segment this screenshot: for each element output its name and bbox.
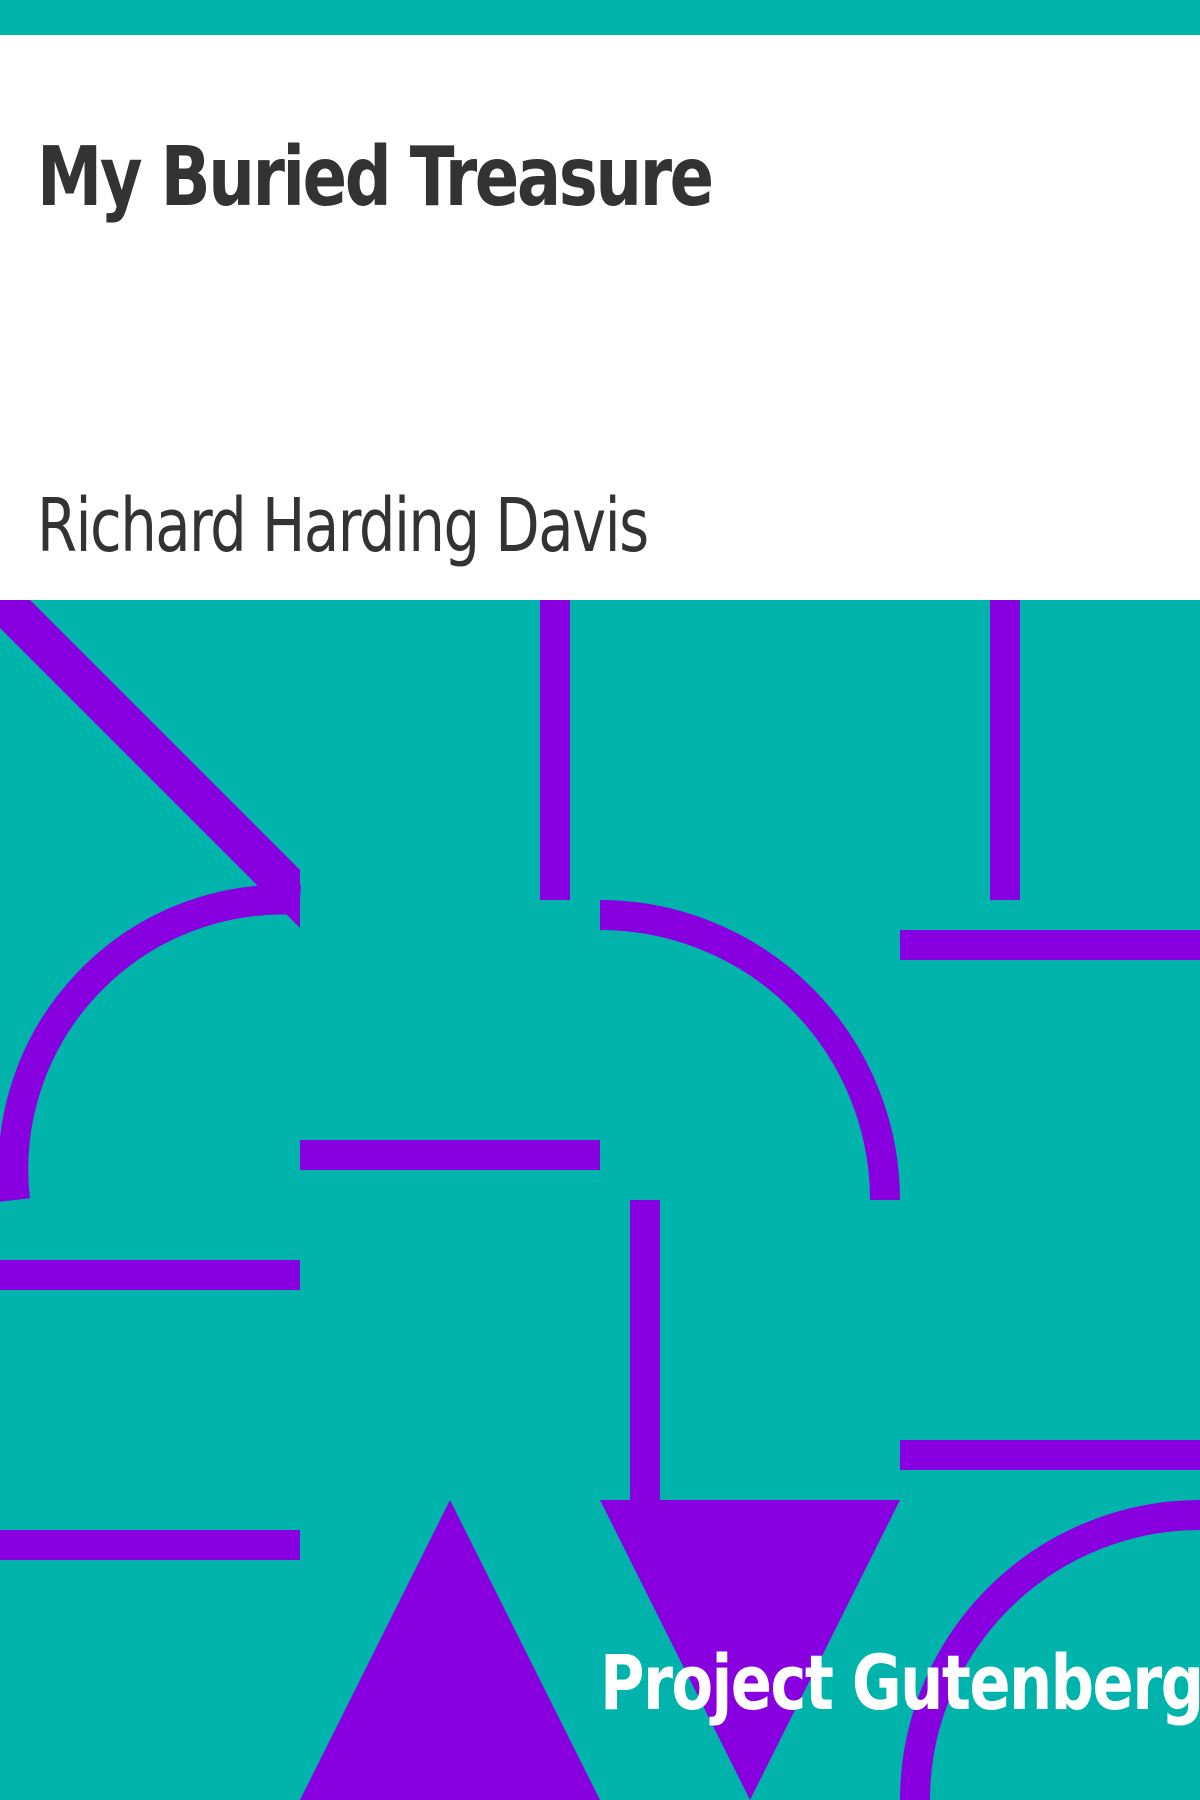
pattern-arc-left [0,884,301,1202]
pattern-horizontal-bar-1 [900,930,1200,960]
pattern-horizontal-bar-2 [300,1140,600,1170]
pattern-horizontal-bar-4 [900,1440,1200,1470]
pattern-horizontal-bar-3 [0,1260,300,1290]
pattern-shapes [0,600,1200,1800]
book-author: Richard Harding Davis [37,483,649,569]
title-panel: My Buried Treasure Richard Harding Davis [0,35,1200,600]
top-color-band [0,0,1200,35]
pattern-arrow-stem [630,1200,660,1500]
pattern-down-triangle [600,1500,900,1800]
pattern-vertical-bar-2 [990,600,1020,900]
publisher-label: Project Gutenberg [600,1638,1200,1727]
pattern-diagonal-bar [0,600,300,928]
pattern-arc-middle [599,900,900,1201]
pattern-up-triangle [300,1500,600,1800]
pattern-horizontal-bar-5 [0,1530,300,1560]
pattern-arc-bottom-right [900,1500,1200,1800]
pattern-vertical-bar-1 [540,600,570,900]
book-title: My Buried Treasure [37,130,714,225]
